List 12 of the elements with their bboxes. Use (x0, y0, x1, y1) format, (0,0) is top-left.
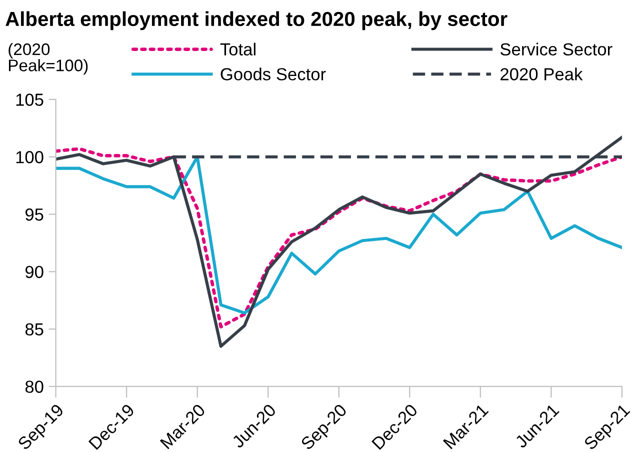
y-tick-label: 95 (25, 208, 44, 221)
y-tick-label: 85 (25, 323, 44, 336)
y-tick-label: 100 (16, 151, 44, 164)
legend-label: 2020 Peak (500, 68, 583, 80)
y-tick-label: 105 (16, 94, 44, 106)
legend-label: Goods Sector (220, 68, 326, 80)
legend-label: Service Sector (500, 42, 612, 56)
y-axis-title: (2020 Peak=100) (8, 42, 88, 75)
y-tick-label: 90 (25, 266, 44, 278)
legend-label: Total (220, 42, 256, 56)
y-tick-label: 80 (25, 380, 44, 393)
chart-title: Alberta employment indexed to 2020 peak, by sector (6, 11, 508, 30)
